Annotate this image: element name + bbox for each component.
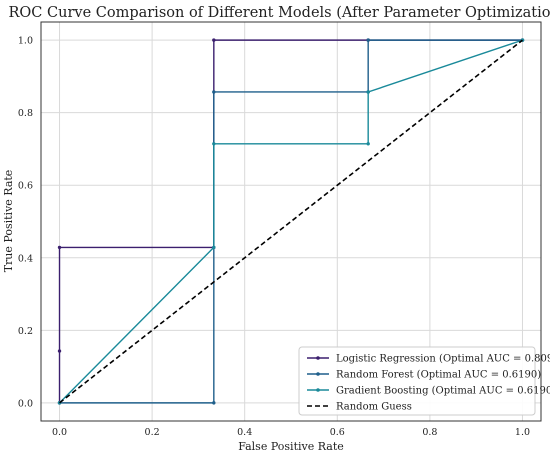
chart-title: ROC Curve Comparison of Different Models… bbox=[9, 5, 550, 21]
y-tick-label: 0.8 bbox=[18, 108, 33, 119]
y-tick-label: 0.6 bbox=[18, 181, 33, 192]
y-tick-label: 0.0 bbox=[18, 398, 33, 409]
data-point bbox=[366, 90, 370, 94]
legend-item: Logistic Regression (Optimal AUC = 0.809… bbox=[307, 354, 550, 365]
y-axis-label: True Positive Rate bbox=[2, 170, 15, 273]
x-axis-label: False Positive Rate bbox=[238, 440, 344, 453]
legend-marker bbox=[316, 372, 320, 376]
data-point bbox=[57, 349, 62, 353]
y-tick-label: 0.4 bbox=[18, 253, 33, 264]
series-3 bbox=[59, 39, 523, 404]
legend-label: Random Forest (Optimal AUC = 0.6190) bbox=[336, 370, 541, 381]
data-point bbox=[212, 90, 216, 94]
legend-item: Gradient Boosting (Optimal AUC = 0.6190) bbox=[307, 386, 550, 397]
legend-item: Random Guess bbox=[307, 402, 412, 413]
legend-label: Random Guess bbox=[336, 402, 412, 413]
legend-label: Gradient Boosting (Optimal AUC = 0.6190) bbox=[336, 386, 550, 397]
roc-line bbox=[59, 39, 523, 404]
series-layer bbox=[57, 38, 525, 405]
axis-ticks: 0.0 0.2 0.4 0.6 0.8 1.0 0.0 0.2 0.4 0.6 0.8 1.0 bbox=[18, 36, 530, 438]
data-point bbox=[212, 401, 216, 405]
data-point bbox=[212, 38, 216, 42]
x-tick-label: 1.0 bbox=[515, 427, 530, 438]
legend: Logistic Regression (Optimal AUC = 0.809… bbox=[298, 346, 550, 416]
x-tick-label: 0.6 bbox=[330, 427, 345, 438]
data-point bbox=[212, 245, 216, 250]
data-point bbox=[57, 245, 62, 250]
random-guess-line bbox=[59, 39, 523, 404]
legend-marker bbox=[316, 356, 320, 360]
legend-box bbox=[298, 346, 536, 416]
legend-item: Random Forest (Optimal AUC = 0.6190) bbox=[307, 370, 541, 381]
x-tick-label: 0.2 bbox=[145, 427, 160, 438]
x-tick-label: 0.0 bbox=[52, 427, 67, 438]
data-point bbox=[212, 142, 216, 146]
roc-line bbox=[59, 39, 523, 404]
legend-label: Logistic Regression (Optimal AUC = 0.809… bbox=[336, 354, 550, 365]
data-point bbox=[366, 38, 370, 42]
data-point bbox=[366, 142, 370, 146]
x-tick-label: 0.4 bbox=[237, 427, 252, 438]
legend-marker bbox=[316, 388, 320, 392]
x-tick-label: 0.8 bbox=[422, 427, 437, 438]
y-tick-label: 0.2 bbox=[18, 326, 33, 337]
y-tick-label: 1.0 bbox=[18, 36, 33, 47]
plot-frame bbox=[40, 21, 542, 422]
